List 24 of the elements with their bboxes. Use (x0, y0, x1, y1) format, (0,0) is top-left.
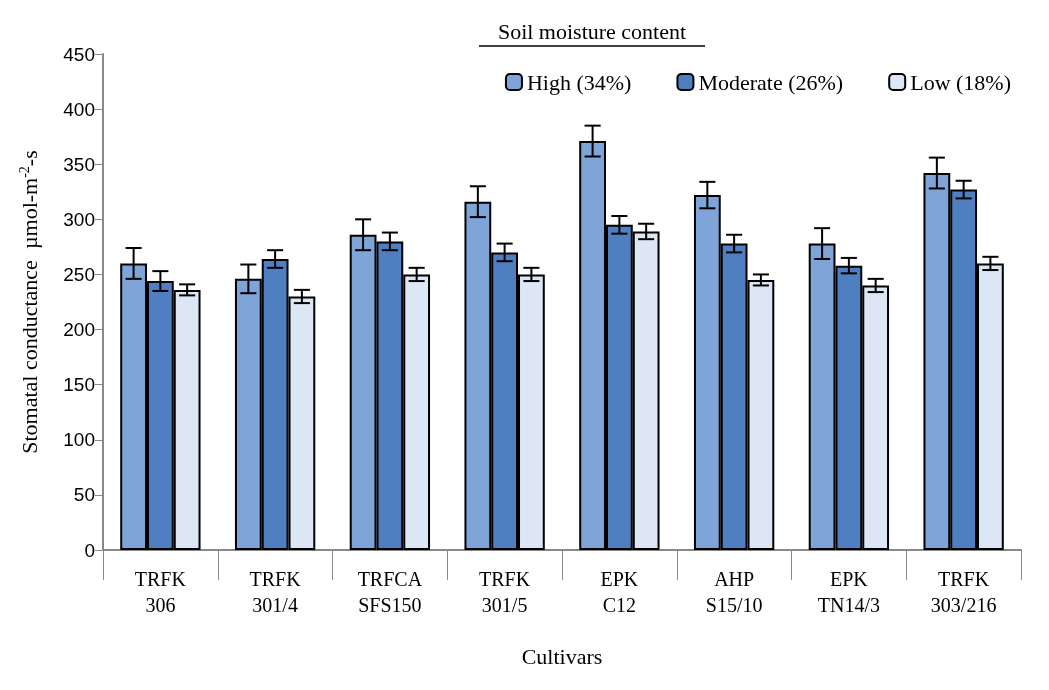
legend-label: Low (18%) (910, 69, 1012, 95)
x-tick-label: AHP S15/10 (705, 568, 763, 616)
x-tick-label: TRFCA SFS150 (357, 568, 423, 616)
y-tick-label: 350 (63, 153, 95, 175)
y-tick-label: 250 (63, 263, 95, 285)
x-tick-label: TRFK 301/4 (249, 568, 302, 616)
y-tick-label: 150 (63, 374, 95, 396)
y-tick-label: 300 (63, 208, 95, 230)
legend-title: Soil moisture content (497, 18, 687, 44)
x-axis-title: Cultivars (521, 643, 603, 669)
y-tick-label: 50 (73, 484, 95, 506)
y-tick-label: 200 (63, 319, 95, 341)
y-tick-label: 400 (63, 98, 95, 120)
x-tick-label: EPK TN14/3 (817, 568, 880, 616)
legend-label: Moderate (26%) (698, 69, 844, 95)
y-axis-title: Stomatal conductance µmol-m-2-s (16, 150, 42, 454)
y-tick-label: 450 (63, 43, 95, 65)
x-tick-label: TRFK 306 (134, 568, 187, 616)
y-tick-label: 0 (84, 539, 95, 561)
x-tick-label: TRFK 301/5 (479, 568, 531, 616)
y-tick-label: 100 (63, 429, 95, 451)
x-tick-label: EPK C12 (600, 568, 639, 616)
legend-label: High (34%) (526, 69, 632, 95)
x-tick-label: TRFK 303/216 (930, 568, 997, 616)
